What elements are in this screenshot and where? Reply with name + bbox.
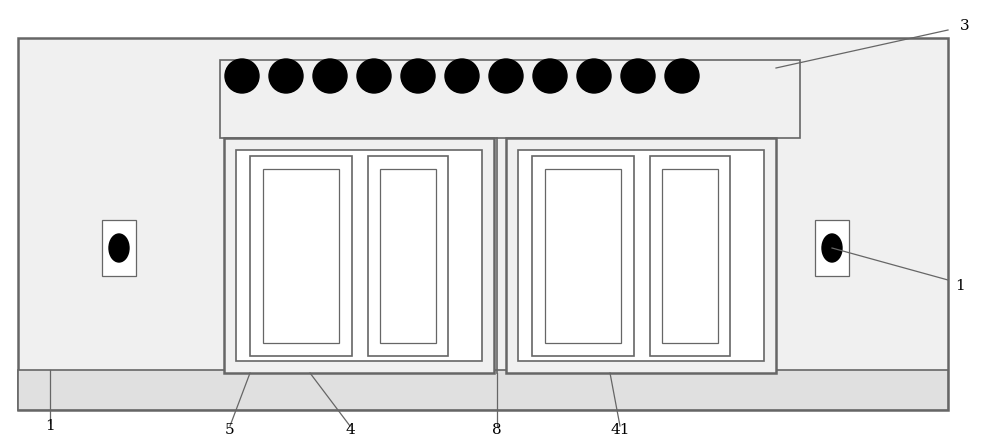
Bar bbox=[263, 169, 339, 343]
Bar bbox=[518, 150, 764, 361]
Text: 5: 5 bbox=[225, 423, 235, 437]
Text: 1: 1 bbox=[955, 279, 965, 293]
Ellipse shape bbox=[109, 234, 129, 262]
Ellipse shape bbox=[533, 59, 567, 93]
Ellipse shape bbox=[577, 59, 611, 93]
Text: 1: 1 bbox=[45, 419, 55, 433]
Bar bbox=[224, 138, 494, 373]
Ellipse shape bbox=[621, 59, 655, 93]
Bar bbox=[662, 169, 718, 343]
Ellipse shape bbox=[357, 59, 391, 93]
Ellipse shape bbox=[489, 59, 523, 93]
Text: 41: 41 bbox=[610, 423, 630, 437]
Bar bbox=[250, 156, 352, 356]
Text: 4: 4 bbox=[345, 423, 355, 437]
Ellipse shape bbox=[401, 59, 435, 93]
Bar bbox=[102, 220, 136, 276]
Bar bbox=[650, 156, 730, 356]
Bar bbox=[236, 150, 482, 361]
Bar bbox=[220, 60, 800, 138]
Ellipse shape bbox=[269, 59, 303, 93]
Bar bbox=[18, 38, 948, 410]
Bar bbox=[18, 370, 948, 410]
Bar bbox=[368, 156, 448, 356]
Ellipse shape bbox=[445, 59, 479, 93]
Bar bbox=[815, 220, 849, 276]
Bar bbox=[380, 169, 436, 343]
Bar bbox=[532, 156, 634, 356]
Text: 3: 3 bbox=[960, 19, 970, 33]
Ellipse shape bbox=[225, 59, 259, 93]
Text: 8: 8 bbox=[492, 423, 502, 437]
Ellipse shape bbox=[313, 59, 347, 93]
Ellipse shape bbox=[665, 59, 699, 93]
Bar bbox=[545, 169, 621, 343]
Ellipse shape bbox=[822, 234, 842, 262]
Bar bbox=[506, 138, 776, 373]
